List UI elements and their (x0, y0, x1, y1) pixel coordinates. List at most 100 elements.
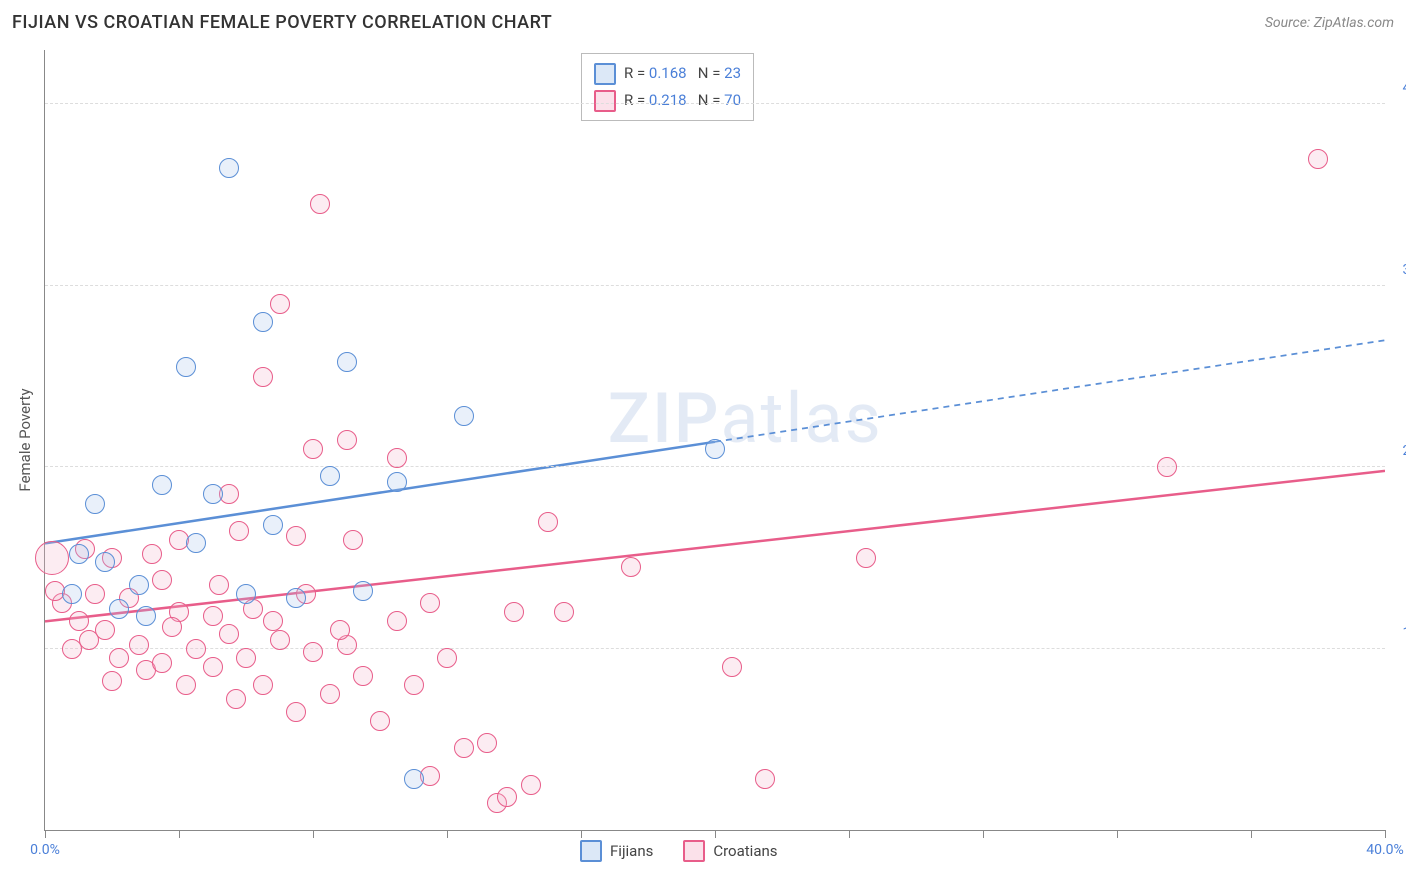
data-point (320, 466, 340, 486)
gridline (45, 285, 1385, 286)
data-point (538, 512, 558, 532)
data-point (755, 769, 775, 789)
data-point (286, 526, 306, 546)
data-point (387, 448, 407, 468)
data-point (477, 733, 497, 753)
x-tick (983, 830, 984, 838)
series-legend: Fijians Croatians (580, 840, 778, 862)
data-point (286, 702, 306, 722)
data-point (310, 194, 330, 214)
data-point (454, 738, 474, 758)
data-point (109, 599, 129, 619)
data-point (253, 675, 273, 695)
data-point (219, 624, 239, 644)
data-point (404, 769, 424, 789)
data-point (270, 630, 290, 650)
data-point (203, 484, 223, 504)
data-point (263, 611, 283, 631)
data-point (554, 602, 574, 622)
data-point (102, 671, 122, 691)
data-point (437, 648, 457, 668)
x-tick (447, 830, 448, 838)
data-point (404, 675, 424, 695)
data-point (136, 606, 156, 626)
legend-item: Fijians (580, 840, 653, 862)
legend-label: Croatians (713, 842, 777, 860)
legend-r-label: R = 0.168 N = 23 (624, 60, 741, 87)
data-point (95, 620, 115, 640)
x-tick (313, 830, 314, 838)
data-point (353, 581, 373, 601)
data-point (330, 620, 350, 640)
data-point (370, 711, 390, 731)
data-point (337, 352, 357, 372)
source-label: Source: ZipAtlas.com (1265, 15, 1394, 31)
data-point (343, 530, 363, 550)
data-point (263, 515, 283, 535)
x-tick-label: 0.0% (30, 842, 60, 858)
legend-swatch (594, 90, 616, 112)
y-axis-title: Female Poverty (16, 388, 34, 491)
x-tick (849, 830, 850, 838)
data-point (353, 666, 373, 686)
data-point (186, 533, 206, 553)
gridline (45, 466, 1385, 467)
data-point (1157, 457, 1177, 477)
data-point (109, 648, 129, 668)
data-point (236, 648, 256, 668)
x-tick (1117, 830, 1118, 838)
data-point (621, 557, 641, 577)
plot-area: Female Poverty ZIPatlas R = 0.168 N = 23… (44, 50, 1385, 831)
data-point (129, 635, 149, 655)
data-point (236, 584, 256, 604)
data-point (420, 593, 440, 613)
data-point (209, 575, 229, 595)
data-point (203, 657, 223, 677)
data-point (62, 639, 82, 659)
x-tick (45, 830, 46, 838)
watermark: ZIPatlas (608, 378, 883, 460)
data-point (270, 294, 290, 314)
y-tick-label: 10.0% (1402, 625, 1406, 641)
legend-swatch (683, 840, 705, 862)
data-point (85, 494, 105, 514)
x-tick (1251, 830, 1252, 838)
legend-swatch (580, 840, 602, 862)
data-point (69, 544, 89, 564)
x-tick (179, 830, 180, 838)
x-tick (715, 830, 716, 838)
data-point (203, 606, 223, 626)
data-point (303, 439, 323, 459)
data-point (219, 158, 239, 178)
data-point (253, 367, 273, 387)
data-point (420, 766, 440, 786)
data-point (162, 617, 182, 637)
data-point (521, 775, 541, 795)
data-point (454, 406, 474, 426)
x-tick (581, 830, 582, 838)
data-point (1308, 149, 1328, 169)
legend-swatch (594, 63, 616, 85)
legend-label: Fijians (610, 842, 653, 860)
y-tick-label: 20.0% (1402, 443, 1406, 459)
data-point (35, 541, 69, 575)
legend-row: R = 0.168 N = 23 (594, 60, 741, 87)
data-point (320, 684, 340, 704)
data-point (152, 475, 172, 495)
x-tick-label: 40.0% (1366, 842, 1404, 858)
gridline (45, 103, 1385, 104)
data-point (253, 312, 273, 332)
data-point (387, 472, 407, 492)
data-point (286, 588, 306, 608)
data-point (142, 544, 162, 564)
data-point (95, 552, 115, 572)
data-point (186, 639, 206, 659)
data-point (504, 602, 524, 622)
data-point (129, 575, 149, 595)
data-point (856, 548, 876, 568)
data-point (152, 653, 172, 673)
correlation-legend: R = 0.168 N = 23R = 0.218 N = 70 (581, 53, 754, 121)
data-point (152, 570, 172, 590)
data-point (69, 611, 89, 631)
y-tick-label: 30.0% (1402, 262, 1406, 278)
